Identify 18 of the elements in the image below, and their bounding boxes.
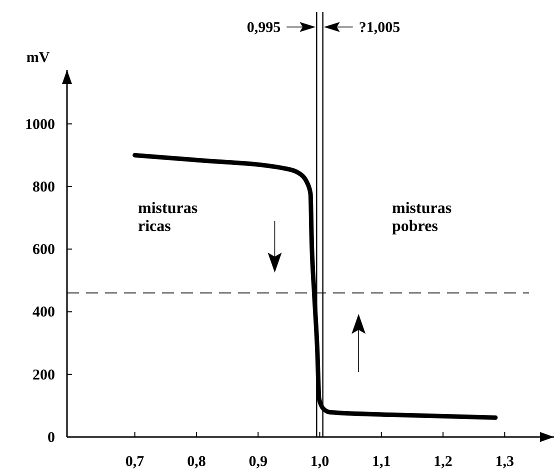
y-axis-title: mV: [26, 50, 50, 66]
x-tick-label: 1,3: [495, 454, 514, 470]
annotation: misturas ricas: [138, 200, 198, 235]
y-tick-label: 1000: [25, 116, 55, 133]
y-tick-label: 600: [32, 242, 55, 258]
y-tick-label: 800: [32, 179, 55, 196]
y-tick-label: 200: [32, 367, 55, 384]
x-tick-label: 1,2: [434, 454, 452, 470]
x-tick-label: 0,9: [248, 454, 268, 470]
y-tick-label: 0: [48, 430, 55, 446]
annotation: misturas pobres: [392, 200, 452, 235]
x-tick-label: 1,0: [310, 454, 330, 470]
x-tick-label: 0,8: [187, 454, 206, 470]
ref-line-label: 0,995: [246, 20, 281, 36]
x-tick-label: 1,1: [372, 454, 391, 470]
ref-line-label: ?1,005: [358, 20, 400, 36]
x-tick-label: 0,7: [125, 454, 145, 470]
y-tick-label: 400: [32, 304, 55, 321]
